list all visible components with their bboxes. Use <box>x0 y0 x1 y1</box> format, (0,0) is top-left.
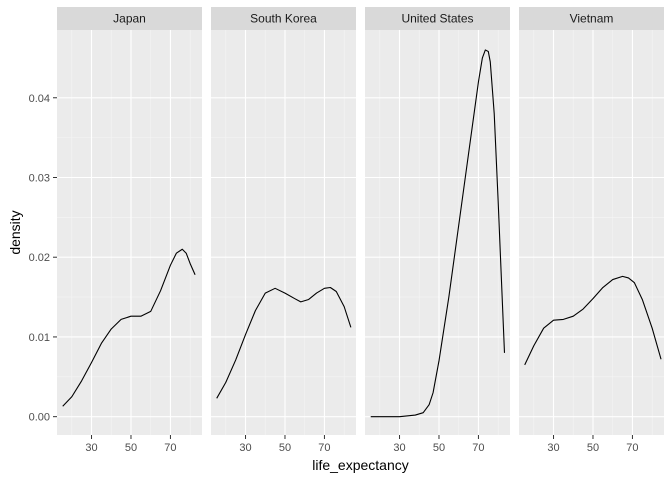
facet-strip <box>519 7 664 30</box>
y-tick-label: 0.01 <box>29 332 50 344</box>
panel-background <box>519 30 664 435</box>
density-line <box>216 286 352 399</box>
panel-background <box>57 30 202 435</box>
facet-strip-label: United States <box>401 12 473 26</box>
x-tick-label: 70 <box>626 442 638 454</box>
facet-strip <box>57 7 202 30</box>
x-tick-label: 50 <box>279 442 291 454</box>
x-tick-label: 50 <box>587 442 599 454</box>
facet-south-korea: South Korea 30 50 70 <box>211 7 356 454</box>
facet-strip-label: Vietnam <box>570 12 614 26</box>
density-line <box>524 275 662 366</box>
facet-strip <box>211 7 356 30</box>
facet-japan: Japan 30 50 70 <box>57 7 202 454</box>
x-tick-label: 70 <box>164 442 176 454</box>
x-tick-label: 30 <box>547 442 559 454</box>
x-tick-label: 30 <box>239 442 251 454</box>
facet-strip-label: South Korea <box>250 12 317 26</box>
y-axis: 0.00 0.01 0.02 0.03 0.04 <box>29 93 57 424</box>
x-tick-label: 70 <box>318 442 330 454</box>
x-tick-label: 30 <box>85 442 97 454</box>
y-tick-label: 0.03 <box>29 172 50 184</box>
panel-background <box>365 30 510 435</box>
density-line <box>370 49 506 418</box>
x-tick-label: 50 <box>433 442 445 454</box>
x-tick-label: 70 <box>472 442 484 454</box>
facet-united-states: United States 30 50 70 <box>365 7 510 454</box>
y-tick-label: 0.00 <box>29 412 50 424</box>
panel-background <box>211 30 356 435</box>
facet-vietnam: Vietnam 30 50 70 <box>519 7 664 454</box>
x-tick-label: 30 <box>393 442 405 454</box>
y-tick-label: 0.04 <box>29 93 50 105</box>
density-line <box>62 248 196 407</box>
facet-strip-label: Japan <box>113 12 146 26</box>
x-axis-title: life_expectancy <box>312 457 409 473</box>
y-axis-title: density <box>7 210 23 254</box>
facet-strip <box>365 7 510 30</box>
x-tick-label: 50 <box>125 442 137 454</box>
y-tick-label: 0.02 <box>29 252 50 264</box>
